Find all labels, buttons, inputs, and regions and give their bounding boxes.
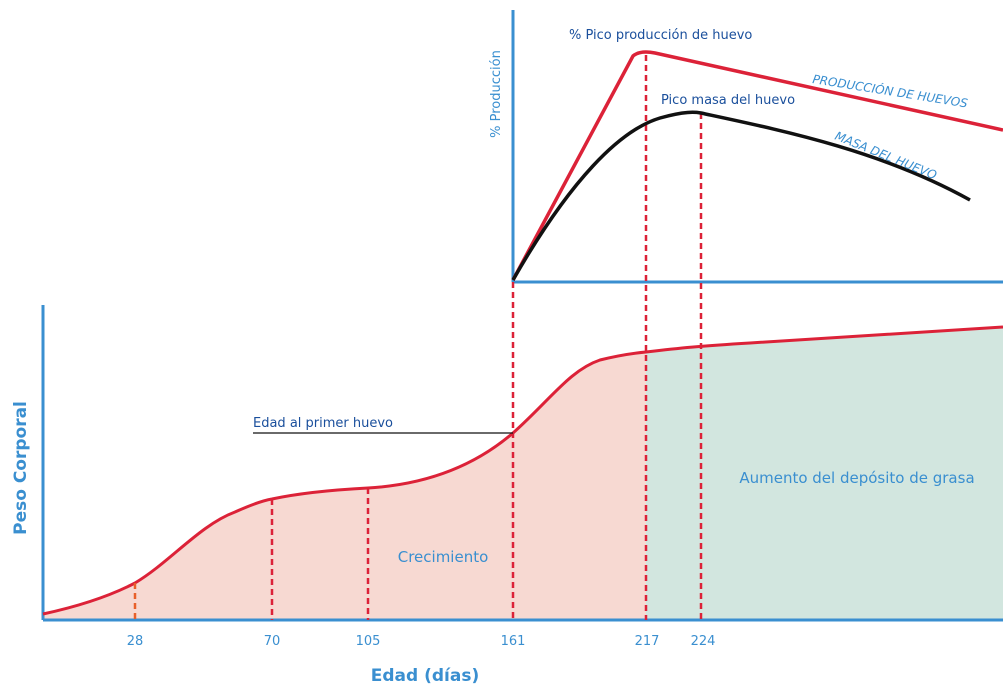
growth-region-label: Crecimiento	[398, 548, 489, 566]
lower-y-axis-title: Peso Corporal	[11, 401, 31, 535]
tick-label-70: 70	[264, 634, 281, 649]
tick-label-224: 224	[691, 634, 716, 649]
peak-egg-mass-annotation: Pico masa del huevo	[661, 93, 795, 108]
egg-mass-curve	[511, 110, 971, 281]
tick-label-28: 28	[127, 634, 144, 649]
upper-y-axis-title: % Producción	[489, 50, 504, 138]
tick-label-161: 161	[501, 634, 526, 649]
egg-production-curve	[511, 50, 1003, 281]
egg-mass-series-label: MASA DEL HUEVO	[833, 129, 939, 183]
tick-label-105: 105	[356, 634, 381, 649]
fat-region-label: Aumento del depósito de grasa	[739, 469, 974, 487]
body-weight-curve	[42, 325, 1003, 616]
growth-area	[43, 352, 646, 620]
fat-deposit-area	[646, 327, 1003, 620]
x-axis-title: Edad (días)	[371, 666, 479, 686]
peak-production-annotation: % Pico producción de huevo	[569, 28, 752, 43]
tick-label-217: 217	[635, 634, 660, 649]
first-egg-annotation: Edad al primer huevo	[253, 416, 393, 431]
